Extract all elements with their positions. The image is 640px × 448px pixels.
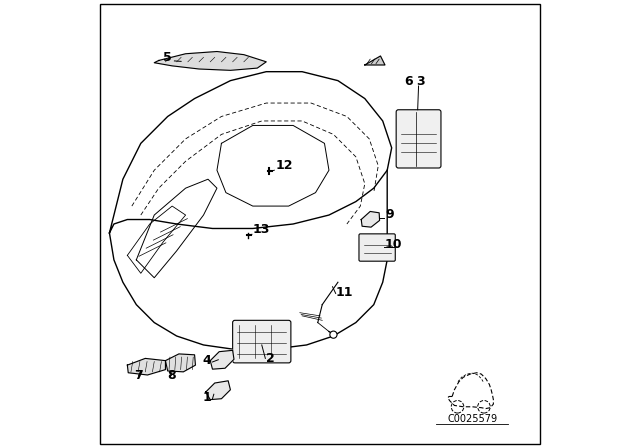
Polygon shape <box>361 211 380 227</box>
Circle shape <box>330 331 337 338</box>
Text: 11: 11 <box>336 286 353 299</box>
Text: 5: 5 <box>163 51 172 64</box>
Text: 3: 3 <box>417 75 425 88</box>
Polygon shape <box>154 52 266 70</box>
FancyBboxPatch shape <box>396 110 441 168</box>
Polygon shape <box>210 350 234 369</box>
Text: 1: 1 <box>203 391 212 404</box>
Text: 9: 9 <box>385 208 394 221</box>
Text: C0025579: C0025579 <box>447 414 497 424</box>
Text: 6: 6 <box>404 75 413 88</box>
Text: 2: 2 <box>266 352 275 365</box>
Text: 10: 10 <box>385 238 403 251</box>
FancyBboxPatch shape <box>233 320 291 363</box>
Polygon shape <box>206 381 230 400</box>
FancyBboxPatch shape <box>359 234 396 261</box>
Text: 13: 13 <box>253 223 270 236</box>
Polygon shape <box>165 354 195 372</box>
Text: 7: 7 <box>134 369 143 382</box>
Polygon shape <box>365 56 385 65</box>
Text: 8: 8 <box>167 369 175 382</box>
Text: 4: 4 <box>203 354 212 367</box>
Text: 12: 12 <box>275 159 292 172</box>
Polygon shape <box>127 358 165 375</box>
